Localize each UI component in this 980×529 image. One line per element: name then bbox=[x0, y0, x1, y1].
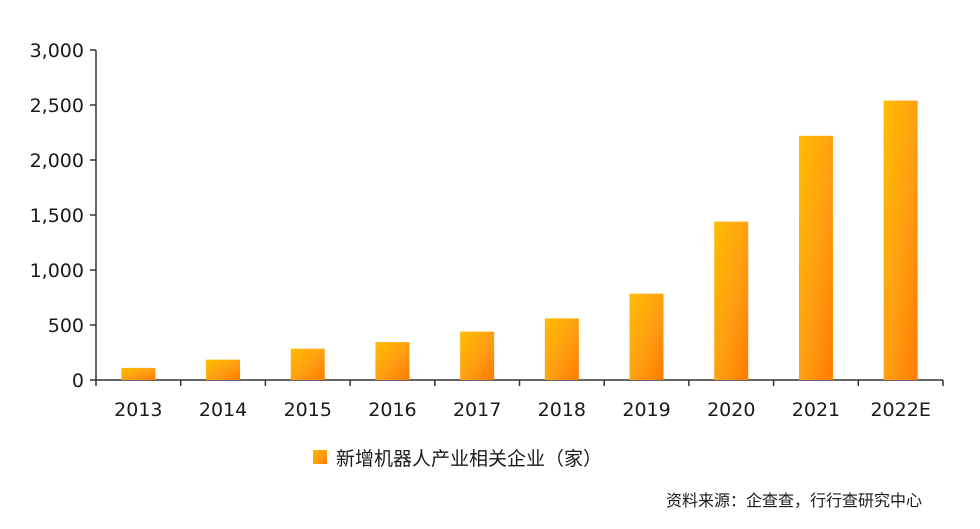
legend-swatch bbox=[313, 450, 327, 464]
x-tick-label: 2019 bbox=[622, 399, 670, 421]
x-tick-label: 2020 bbox=[707, 399, 755, 421]
x-tick-label: 2015 bbox=[284, 399, 332, 421]
bar bbox=[460, 331, 495, 380]
y-tick-label: 1,500 bbox=[30, 205, 84, 227]
y-tick-label: 3,000 bbox=[30, 40, 84, 62]
source-note: 资料来源：企查查，行行查研究中心 bbox=[665, 491, 922, 510]
y-tick-label: 2,000 bbox=[30, 150, 84, 172]
x-tick-label: 2013 bbox=[114, 399, 162, 421]
x-tick-label: 2021 bbox=[792, 399, 840, 421]
x-axis: 2013 2014 2015 2016 2017 2018 2019 2020 2021 2022… bbox=[95, 379, 944, 421]
x-tick-label: 2014 bbox=[199, 399, 247, 421]
y-tick-label: 1,000 bbox=[30, 260, 84, 282]
y-tick-label: 500 bbox=[48, 315, 84, 337]
x-tick-label: 2022E bbox=[870, 399, 930, 421]
bar bbox=[714, 221, 749, 380]
bar bbox=[798, 135, 833, 380]
legend-label: 新增机器人产业相关企业（家） bbox=[336, 447, 603, 470]
legend: 新增机器人产业相关企业（家） bbox=[313, 440, 602, 474]
bar bbox=[375, 342, 410, 380]
y-axis: 0 500 1,000 1,500 2,000 2,500 3,000 bbox=[30, 40, 97, 392]
bar bbox=[544, 318, 579, 380]
y-tick-label: 0 bbox=[72, 370, 84, 392]
x-tick-label: 2016 bbox=[368, 399, 416, 421]
bar bbox=[629, 293, 664, 380]
bar bbox=[883, 100, 918, 380]
bar bbox=[290, 348, 325, 380]
bar bbox=[121, 367, 156, 380]
bars-group bbox=[121, 100, 918, 380]
x-tick-label: 2018 bbox=[538, 399, 586, 421]
y-tick-label: 2,500 bbox=[30, 95, 84, 117]
bar bbox=[206, 359, 241, 380]
x-tick-label: 2017 bbox=[453, 399, 501, 421]
